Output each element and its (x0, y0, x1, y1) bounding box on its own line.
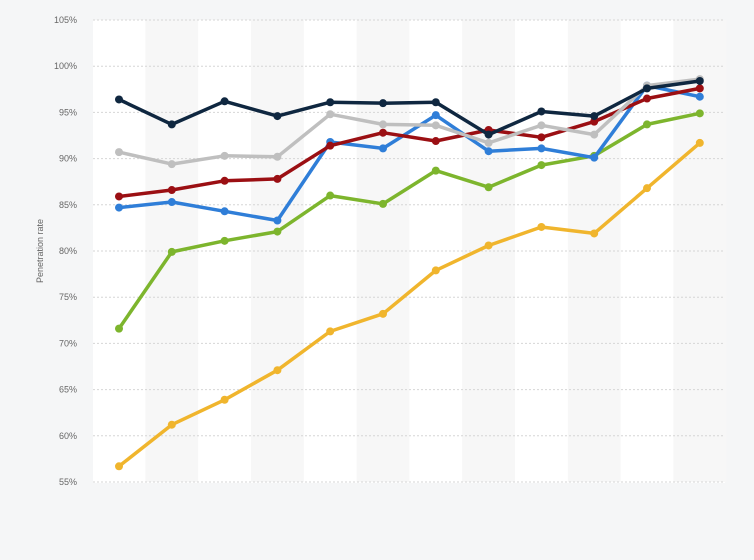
data-point[interactable] (695, 92, 704, 101)
data-point[interactable] (431, 98, 440, 107)
data-point[interactable] (167, 247, 176, 256)
data-point[interactable] (643, 184, 651, 193)
data-point[interactable] (167, 420, 176, 429)
data-point[interactable] (643, 94, 651, 103)
data-point[interactable] (115, 192, 123, 201)
data-point[interactable] (484, 147, 493, 156)
data-point[interactable] (326, 327, 335, 336)
data-point[interactable] (379, 99, 387, 108)
data-point[interactable] (220, 207, 229, 216)
data-point[interactable] (273, 216, 282, 225)
data-point[interactable] (431, 166, 440, 175)
data-point[interactable] (537, 133, 546, 142)
data-point[interactable] (431, 266, 440, 275)
data-point[interactable] (326, 141, 335, 150)
data-point[interactable] (379, 144, 387, 153)
data-point[interactable] (431, 111, 440, 120)
series-6 (115, 76, 704, 139)
data-point[interactable] (695, 109, 704, 118)
data-point[interactable] (431, 137, 440, 146)
data-point[interactable] (537, 107, 546, 116)
series-line (117, 83, 702, 223)
series-group (115, 75, 704, 471)
data-point[interactable] (484, 130, 493, 139)
data-point[interactable] (537, 222, 546, 231)
y-tick-label: 80% (59, 246, 77, 256)
data-point[interactable] (643, 120, 651, 129)
data-point[interactable] (484, 138, 493, 147)
y-axis-title: Penetration rate (35, 219, 45, 283)
y-tick-label: 95% (59, 107, 77, 117)
data-point[interactable] (167, 186, 176, 195)
data-point[interactable] (220, 97, 229, 106)
data-point[interactable] (379, 120, 387, 129)
y-tick-label: 75% (59, 292, 77, 302)
data-point[interactable] (695, 76, 704, 85)
data-point[interactable] (537, 144, 546, 153)
data-point[interactable] (220, 236, 229, 245)
data-point[interactable] (220, 395, 229, 404)
data-point[interactable] (115, 148, 123, 157)
data-point[interactable] (115, 462, 123, 471)
series-line (117, 77, 702, 166)
data-point[interactable] (590, 130, 599, 139)
y-tick-label: 100% (54, 61, 77, 71)
data-point[interactable] (220, 151, 229, 160)
series-line (117, 79, 702, 137)
y-tick-label: 55% (59, 477, 77, 487)
data-point[interactable] (115, 95, 123, 104)
y-tick-label: 105% (54, 15, 77, 25)
series-line (117, 141, 702, 469)
data-point[interactable] (379, 128, 387, 137)
data-point[interactable] (167, 120, 176, 129)
data-point[interactable] (326, 98, 335, 107)
data-point[interactable] (167, 160, 176, 169)
data-point[interactable] (115, 203, 123, 212)
data-point[interactable] (590, 112, 599, 121)
data-point[interactable] (484, 183, 493, 192)
series-2 (115, 109, 704, 333)
y-tick-label: 65% (59, 385, 77, 395)
data-point[interactable] (379, 199, 387, 208)
data-point[interactable] (643, 84, 651, 93)
data-point[interactable] (273, 152, 282, 161)
data-point[interactable] (326, 110, 335, 119)
series-line (117, 111, 702, 331)
series-line (117, 86, 702, 199)
data-point[interactable] (484, 241, 493, 250)
data-point[interactable] (273, 227, 282, 236)
data-point[interactable] (590, 229, 599, 238)
data-point[interactable] (695, 138, 704, 147)
data-point[interactable] (220, 176, 229, 185)
y-tick-label: 85% (59, 200, 77, 210)
data-point[interactable] (273, 112, 282, 121)
data-point[interactable] (590, 153, 599, 162)
y-tick-label: 60% (59, 431, 77, 441)
data-point[interactable] (590, 117, 599, 126)
data-point[interactable] (695, 84, 704, 93)
y-axis-tick-labels: 55% 60% 65% 70% 75% 80% 85% 90% 95% 100% 105% (54, 15, 77, 487)
data-point[interactable] (537, 161, 546, 170)
y-tick-label: 90% (59, 154, 77, 164)
data-point[interactable] (115, 324, 123, 333)
data-point[interactable] (326, 191, 335, 200)
data-point[interactable] (431, 121, 440, 130)
data-point[interactable] (167, 198, 176, 207)
data-point[interactable] (273, 174, 282, 183)
data-point[interactable] (379, 309, 387, 318)
data-point[interactable] (537, 121, 546, 130)
y-tick-label: 70% (59, 338, 77, 348)
series-1 (115, 138, 704, 471)
data-point[interactable] (273, 366, 282, 375)
